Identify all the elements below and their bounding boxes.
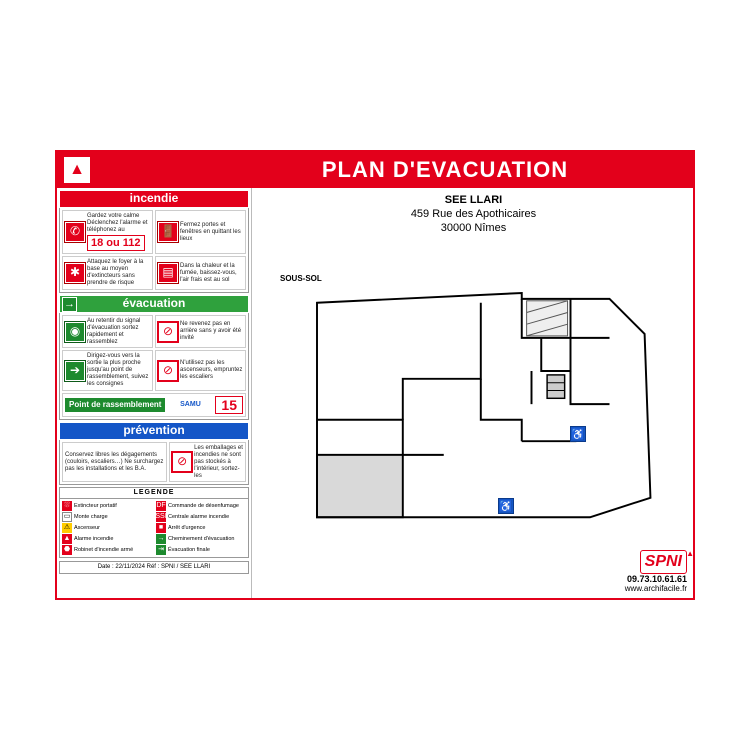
legend-label: Cheminement d'évacuation	[168, 536, 234, 542]
legend-label: Monte charge	[74, 514, 108, 520]
cell-text: Dirigez-vous vers la sortie la plus proc…	[87, 353, 150, 387]
evacuation-sheet: ▲ PLAN D'EVACUATION incendie ✆ Gardez vo…	[55, 150, 695, 600]
phone-icon: ✆	[65, 222, 85, 242]
site-city: 30000 Nîmes	[260, 222, 687, 236]
wheelchair-icon: ♿	[498, 498, 514, 514]
legend-item: ⬣Robinet d'incendie armé	[62, 545, 152, 555]
wheelchair-icon: ♿	[570, 426, 586, 442]
site-name: SEE LLARI	[260, 194, 687, 208]
cell-text: Au retentir du signal d'évacuation sorte…	[87, 318, 150, 346]
cell-text: Les emballages et incendies ne sont pas …	[194, 445, 243, 479]
section-body-incendie: ✆ Gardez votre calme Déclenchez l'alarme…	[59, 208, 249, 293]
stairs-icon: ▤	[158, 263, 178, 283]
legend-label: Robinet d'incendie armé	[74, 547, 133, 553]
section-head-prevention: prévention	[59, 422, 249, 440]
legend-icon: ⛆	[62, 501, 72, 511]
header-title: PLAN D'EVACUATION	[322, 157, 568, 183]
cell-text: Conservez libres les dégagements (couloi…	[65, 452, 164, 473]
no-smoke-icon: ⊘	[172, 452, 192, 472]
cell-text: N'utilisez pas les ascenseurs, empruntez…	[180, 360, 243, 381]
spni-logo: SPNI	[640, 550, 687, 573]
legend-label: Ascenseur	[74, 525, 100, 531]
section-title: prévention	[123, 424, 184, 438]
legend-icon: DF	[156, 501, 166, 511]
samu-number: 15	[215, 396, 243, 414]
legend-icon: ■	[156, 523, 166, 533]
flame-icon: ▲	[63, 156, 91, 184]
legend-title: LEGENDE	[60, 488, 248, 499]
site-street: 459 Rue des Apothicaires	[260, 208, 687, 222]
floorplan-svg	[278, 270, 668, 550]
legend-label: Évacuation finale	[168, 547, 210, 553]
legend-item: ⛆Extincteur portatif	[62, 501, 152, 511]
legend-item: ■Arrêt d'urgence	[156, 523, 246, 533]
section-body-prevention: Conservez libres les dégagements (couloi…	[59, 440, 249, 485]
legend-item: ⚠Ascenseur	[62, 523, 152, 533]
legend-label: Alarme incendie	[74, 536, 113, 542]
no-lift-icon: ⊘	[158, 361, 178, 381]
section-head-incendie: incendie	[59, 190, 249, 208]
header-bar: ▲ PLAN D'EVACUATION	[57, 152, 693, 188]
legend-label: Centrale alarme incendie	[168, 514, 229, 520]
footer-url: www.archifacile.fr	[625, 584, 687, 593]
body: incendie ✆ Gardez votre calme Déclenchez…	[57, 188, 693, 598]
legend-label: Arrêt d'urgence	[168, 525, 205, 531]
legend-label: Extincteur portatif	[74, 503, 117, 509]
footer-phone: 09.73.10.61.61	[627, 574, 687, 584]
legend-label: Commande de désenfumage	[168, 503, 239, 509]
assembly-point-row: Point de rassemblement SAMU 15	[62, 393, 246, 417]
section-body-evacuation: ◉ Au retentir du signal d'évacuation sor…	[59, 313, 249, 420]
legend-icon: →	[156, 534, 166, 544]
extinguisher-icon: ✱	[65, 263, 85, 283]
legend-icon: ▲	[62, 534, 72, 544]
footer-right: SPNI 09.73.10.61.61 www.archifacile.fr	[625, 550, 687, 594]
legend-grid: ⛆Extincteur portatif DFCommande de désenf…	[60, 499, 248, 557]
legend-item: ⇥Évacuation finale	[156, 545, 246, 555]
date-ref-line: Date : 22/11/2024 Réf : SPNI / SEE LLARI	[59, 561, 249, 574]
address-block: SEE LLARI 459 Rue des Apothicaires 30000…	[260, 194, 687, 235]
samu-tag: SAMU	[180, 401, 201, 409]
assembly-label: Point de rassemblement	[65, 398, 165, 411]
arrow-icon: →	[62, 297, 77, 312]
legend-icon: SSI	[156, 512, 166, 522]
legend-icon: ⬣	[62, 545, 72, 555]
legend-icon: ⚠	[62, 523, 72, 533]
legend-item: →Cheminement d'évacuation	[156, 534, 246, 544]
legend-item: ▭Monte charge	[62, 512, 152, 522]
no-return-icon: ⊘	[158, 322, 178, 342]
cell-text: Dans la chaleur et la fumée, baissez-vou…	[180, 263, 243, 284]
legend-icon: ▭	[62, 512, 72, 522]
sidebar: incendie ✆ Gardez votre calme Déclenchez…	[57, 188, 252, 598]
cell-text: Attaquez le foyer à la base au moyen d'e…	[87, 259, 150, 287]
cell-text: Fermez portes et fenêtres en quittant le…	[180, 222, 243, 243]
emergency-number: 18 ou 112	[87, 235, 145, 252]
legend-icon: ⇥	[156, 545, 166, 555]
section-title: évacuation	[123, 297, 186, 311]
floorplan: ♿♿	[278, 270, 668, 550]
legend-item: DFCommande de désenfumage	[156, 501, 246, 511]
plan-area: SEE LLARI 459 Rue des Apothicaires 30000…	[252, 188, 693, 598]
alarm-icon: ◉	[65, 322, 85, 342]
legend-item: ▲Alarme incendie	[62, 534, 152, 544]
cell-text: Gardez votre calme Déclenchez l'alarme e…	[87, 213, 148, 233]
legend-item: SSICentrale alarme incendie	[156, 512, 246, 522]
section-title: incendie	[130, 192, 179, 206]
door-icon: 🚪	[158, 222, 178, 242]
legend: LEGENDE ⛆Extincteur portatif DFCommande d…	[59, 487, 249, 558]
cell-text: Ne revenez pas en arrière sans y avoir é…	[180, 321, 243, 342]
exit-icon: ➔	[65, 361, 85, 381]
section-head-evacuation: → évacuation	[59, 295, 249, 313]
